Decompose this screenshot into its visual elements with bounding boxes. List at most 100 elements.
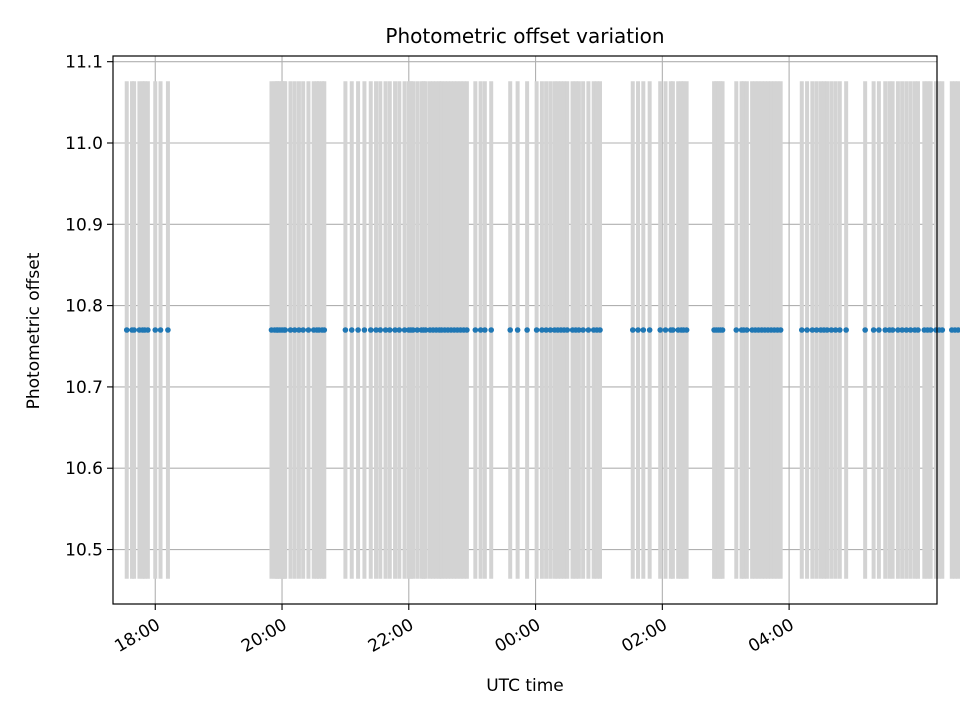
data-point [482,327,488,333]
data-point [870,327,877,333]
data-point [342,327,349,333]
x-axis-label: UTC time [486,676,564,696]
data-point [488,327,494,333]
chart-title: Photometric offset variation [385,24,664,48]
data-point [903,327,910,333]
data-point [955,327,960,333]
data-point [547,327,554,333]
data-point [296,327,302,333]
data-point [414,327,421,333]
y-axis: 10.5 10.6 10.7 10.8 10.9 11.0 11.1 [65,53,113,561]
data-point [828,327,835,333]
data-point [882,327,889,333]
data-point [514,327,521,333]
data-point [401,327,408,333]
data-point [876,327,882,333]
data-point [837,327,843,333]
y-tick-label: 11.0 [65,134,103,154]
y-tick-label: 10.9 [65,215,103,235]
data-point [300,327,306,333]
data-point [131,327,137,333]
data-point [804,327,810,333]
x-tick-label: 04:00 [745,615,797,657]
data-point [670,327,676,333]
data-point [927,327,934,333]
data-point [576,327,582,333]
data-point [809,327,816,333]
data-point [629,327,636,333]
x-tick-label: 18:00 [111,615,163,657]
data-point [539,327,545,333]
data-point [367,327,374,333]
data-point [386,327,393,333]
y-tick-label: 10.7 [65,378,103,398]
data-point [507,327,514,333]
data-point [145,327,151,333]
data-point [646,327,653,333]
y-tick-label: 10.6 [65,459,103,479]
data-point [813,327,820,333]
data-point [895,327,901,333]
data-point [281,327,287,333]
data-point [915,327,921,333]
x-tick-label: 22:00 [365,615,417,657]
data-point [907,327,914,333]
data-point [899,327,905,333]
data-point [862,327,868,333]
data-point [635,327,641,333]
data-point [157,327,164,333]
data-point [377,327,384,333]
data-point [824,327,830,333]
data-point [373,327,379,333]
data-point [597,327,603,333]
data-point [477,327,484,333]
data-point [744,327,750,333]
data-point [832,327,839,333]
data-point [533,327,540,333]
y-axis-label: Photometric offset [24,252,44,409]
data-point [564,327,571,333]
data-point [640,327,647,333]
data-point [408,327,414,333]
data-point [777,327,784,333]
data-point [165,327,171,333]
data-point [939,327,946,333]
y-tick-label: 10.8 [65,297,103,317]
data-point [843,327,849,333]
data-point [719,327,726,333]
x-tick-label: 02:00 [618,615,670,657]
data-point [662,327,669,333]
data-point [392,327,398,333]
data-point [287,327,294,333]
data-point [464,327,470,333]
data-point [543,327,549,333]
data-point [273,327,280,333]
x-axis: 18:00 20:00 22:00 00:00 02:00 04:00 [111,604,798,657]
y-tick-label: 11.1 [65,53,103,73]
data-point [733,327,740,333]
point-layer [123,327,960,333]
data-point [524,327,530,333]
data-point [305,327,312,333]
data-point [585,327,592,333]
data-point [123,327,130,333]
y-tick-label: 10.5 [65,541,103,561]
data-point [472,327,479,333]
data-point [382,327,389,333]
data-point [361,327,368,333]
data-point [657,327,664,333]
data-point [152,327,159,333]
x-tick-label: 20:00 [238,615,290,657]
data-point [321,327,328,333]
data-point [396,327,403,333]
data-point [420,327,427,333]
data-point [886,327,893,333]
data-point [798,327,805,333]
x-tick-label: 00:00 [492,615,544,657]
data-point [291,327,298,333]
data-point [355,327,361,333]
data-point [680,327,687,333]
data-point [580,327,586,333]
data-point [348,327,355,333]
